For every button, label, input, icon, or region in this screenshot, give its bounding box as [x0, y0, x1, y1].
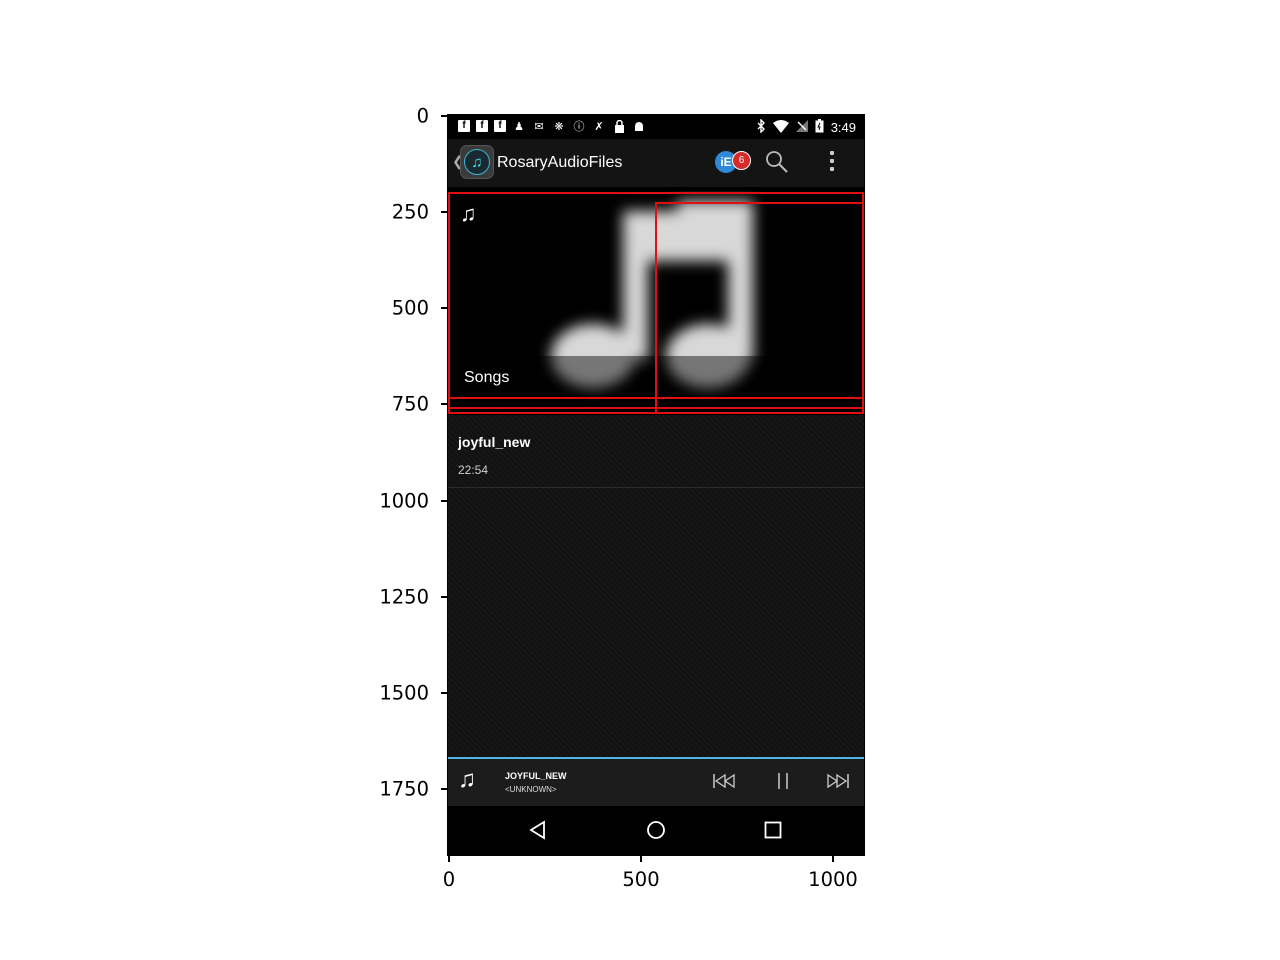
x-tick [448, 855, 450, 862]
settings-icon: ❋ [554, 120, 564, 133]
x-tick-label: 1000 [808, 868, 858, 891]
list-item[interactable]: joyful_new 22:54 [448, 415, 864, 487]
y-tick [441, 596, 448, 598]
home-icon[interactable] [646, 820, 666, 845]
overflow-menu-icon[interactable] [830, 151, 834, 171]
notification-icons: f f f ♟ ✉ ❋ ⓘ ✗ [458, 119, 646, 133]
divider [448, 487, 864, 488]
y-tick-label: 250 [391, 200, 429, 224]
y-tick-label: 1000 [379, 489, 429, 513]
x-tick-label: 500 [622, 868, 660, 891]
lock-icon [612, 119, 626, 133]
android-icon [632, 119, 646, 133]
y-tick [441, 692, 448, 694]
y-tick [441, 788, 448, 790]
songs-label: Songs [464, 369, 510, 386]
highlight-box [448, 397, 864, 409]
bluetooth-icon [756, 118, 766, 136]
back-icon[interactable] [528, 820, 546, 845]
person-icon: ♟ [514, 120, 524, 133]
ie-app-icon[interactable]: iE [715, 151, 737, 173]
y-tick [441, 403, 448, 405]
music-note-icon: ♫ [464, 149, 490, 175]
x-tick [832, 855, 834, 862]
action-bar: ❮ ♫ RosaryAudioFiles iE 6 [448, 139, 864, 187]
status-bar: f f f ♟ ✉ ❋ ⓘ ✗ [448, 115, 864, 139]
music-note-icon: ♫ [460, 201, 477, 226]
y-tick [441, 500, 448, 502]
navigation-bar [448, 806, 864, 855]
no-signal-icon: ✗ [594, 120, 604, 133]
y-tick-label: 750 [391, 392, 429, 416]
song-title: joyful_new [458, 434, 531, 450]
y-tick [441, 211, 448, 213]
now-playing-artist: <UNKNOWN> [505, 785, 557, 794]
now-playing-title: JOYFUL_NEW [505, 771, 567, 781]
cell-signal-icon [795, 120, 808, 135]
facebook-icon: f [494, 120, 506, 132]
battery-icon [815, 119, 824, 136]
y-tick-label: 1750 [379, 777, 429, 801]
highlight-box [655, 202, 864, 414]
plot-frame-left [447, 115, 449, 856]
notification-badge: 6 [732, 151, 751, 170]
y-tick-label: 1250 [379, 585, 429, 609]
now-playing-bar[interactable]: ♫ JOYFUL_NEW <UNKNOWN> [448, 759, 864, 806]
wifi-icon [772, 119, 789, 136]
system-icons: 3:49 [756, 118, 856, 136]
next-track-icon[interactable] [826, 772, 850, 795]
song-list [448, 415, 864, 757]
message-icon: ✉ [534, 120, 544, 133]
y-tick-label: 0 [416, 104, 429, 128]
x-tick [640, 855, 642, 862]
info-icon: ⓘ [573, 121, 585, 133]
page-title: RosaryAudioFiles [497, 154, 623, 171]
app-icon[interactable]: ♫ [460, 145, 494, 179]
music-note-icon [551, 201, 753, 388]
pause-icon[interactable] [776, 772, 790, 795]
facebook-icon: f [476, 120, 488, 132]
search-icon[interactable] [765, 150, 789, 179]
previous-track-icon[interactable] [712, 772, 736, 795]
facebook-icon: f [458, 120, 470, 132]
recents-icon[interactable] [764, 821, 782, 844]
x-tick-label: 0 [442, 868, 456, 891]
clock: 3:49 [830, 120, 856, 135]
plot-frame-top [447, 114, 865, 116]
music-note-icon: ♫ [458, 766, 476, 793]
y-tick [441, 307, 448, 309]
y-tick-label: 500 [391, 296, 429, 320]
y-tick-label: 1500 [379, 681, 429, 705]
y-tick [441, 115, 448, 117]
song-duration: 22:54 [458, 463, 489, 477]
back-caret-icon[interactable]: ❮ [452, 153, 464, 169]
now-playing-accent [448, 757, 864, 759]
phone-screen: f f f ♟ ✉ ❋ ⓘ ✗ [448, 115, 864, 855]
